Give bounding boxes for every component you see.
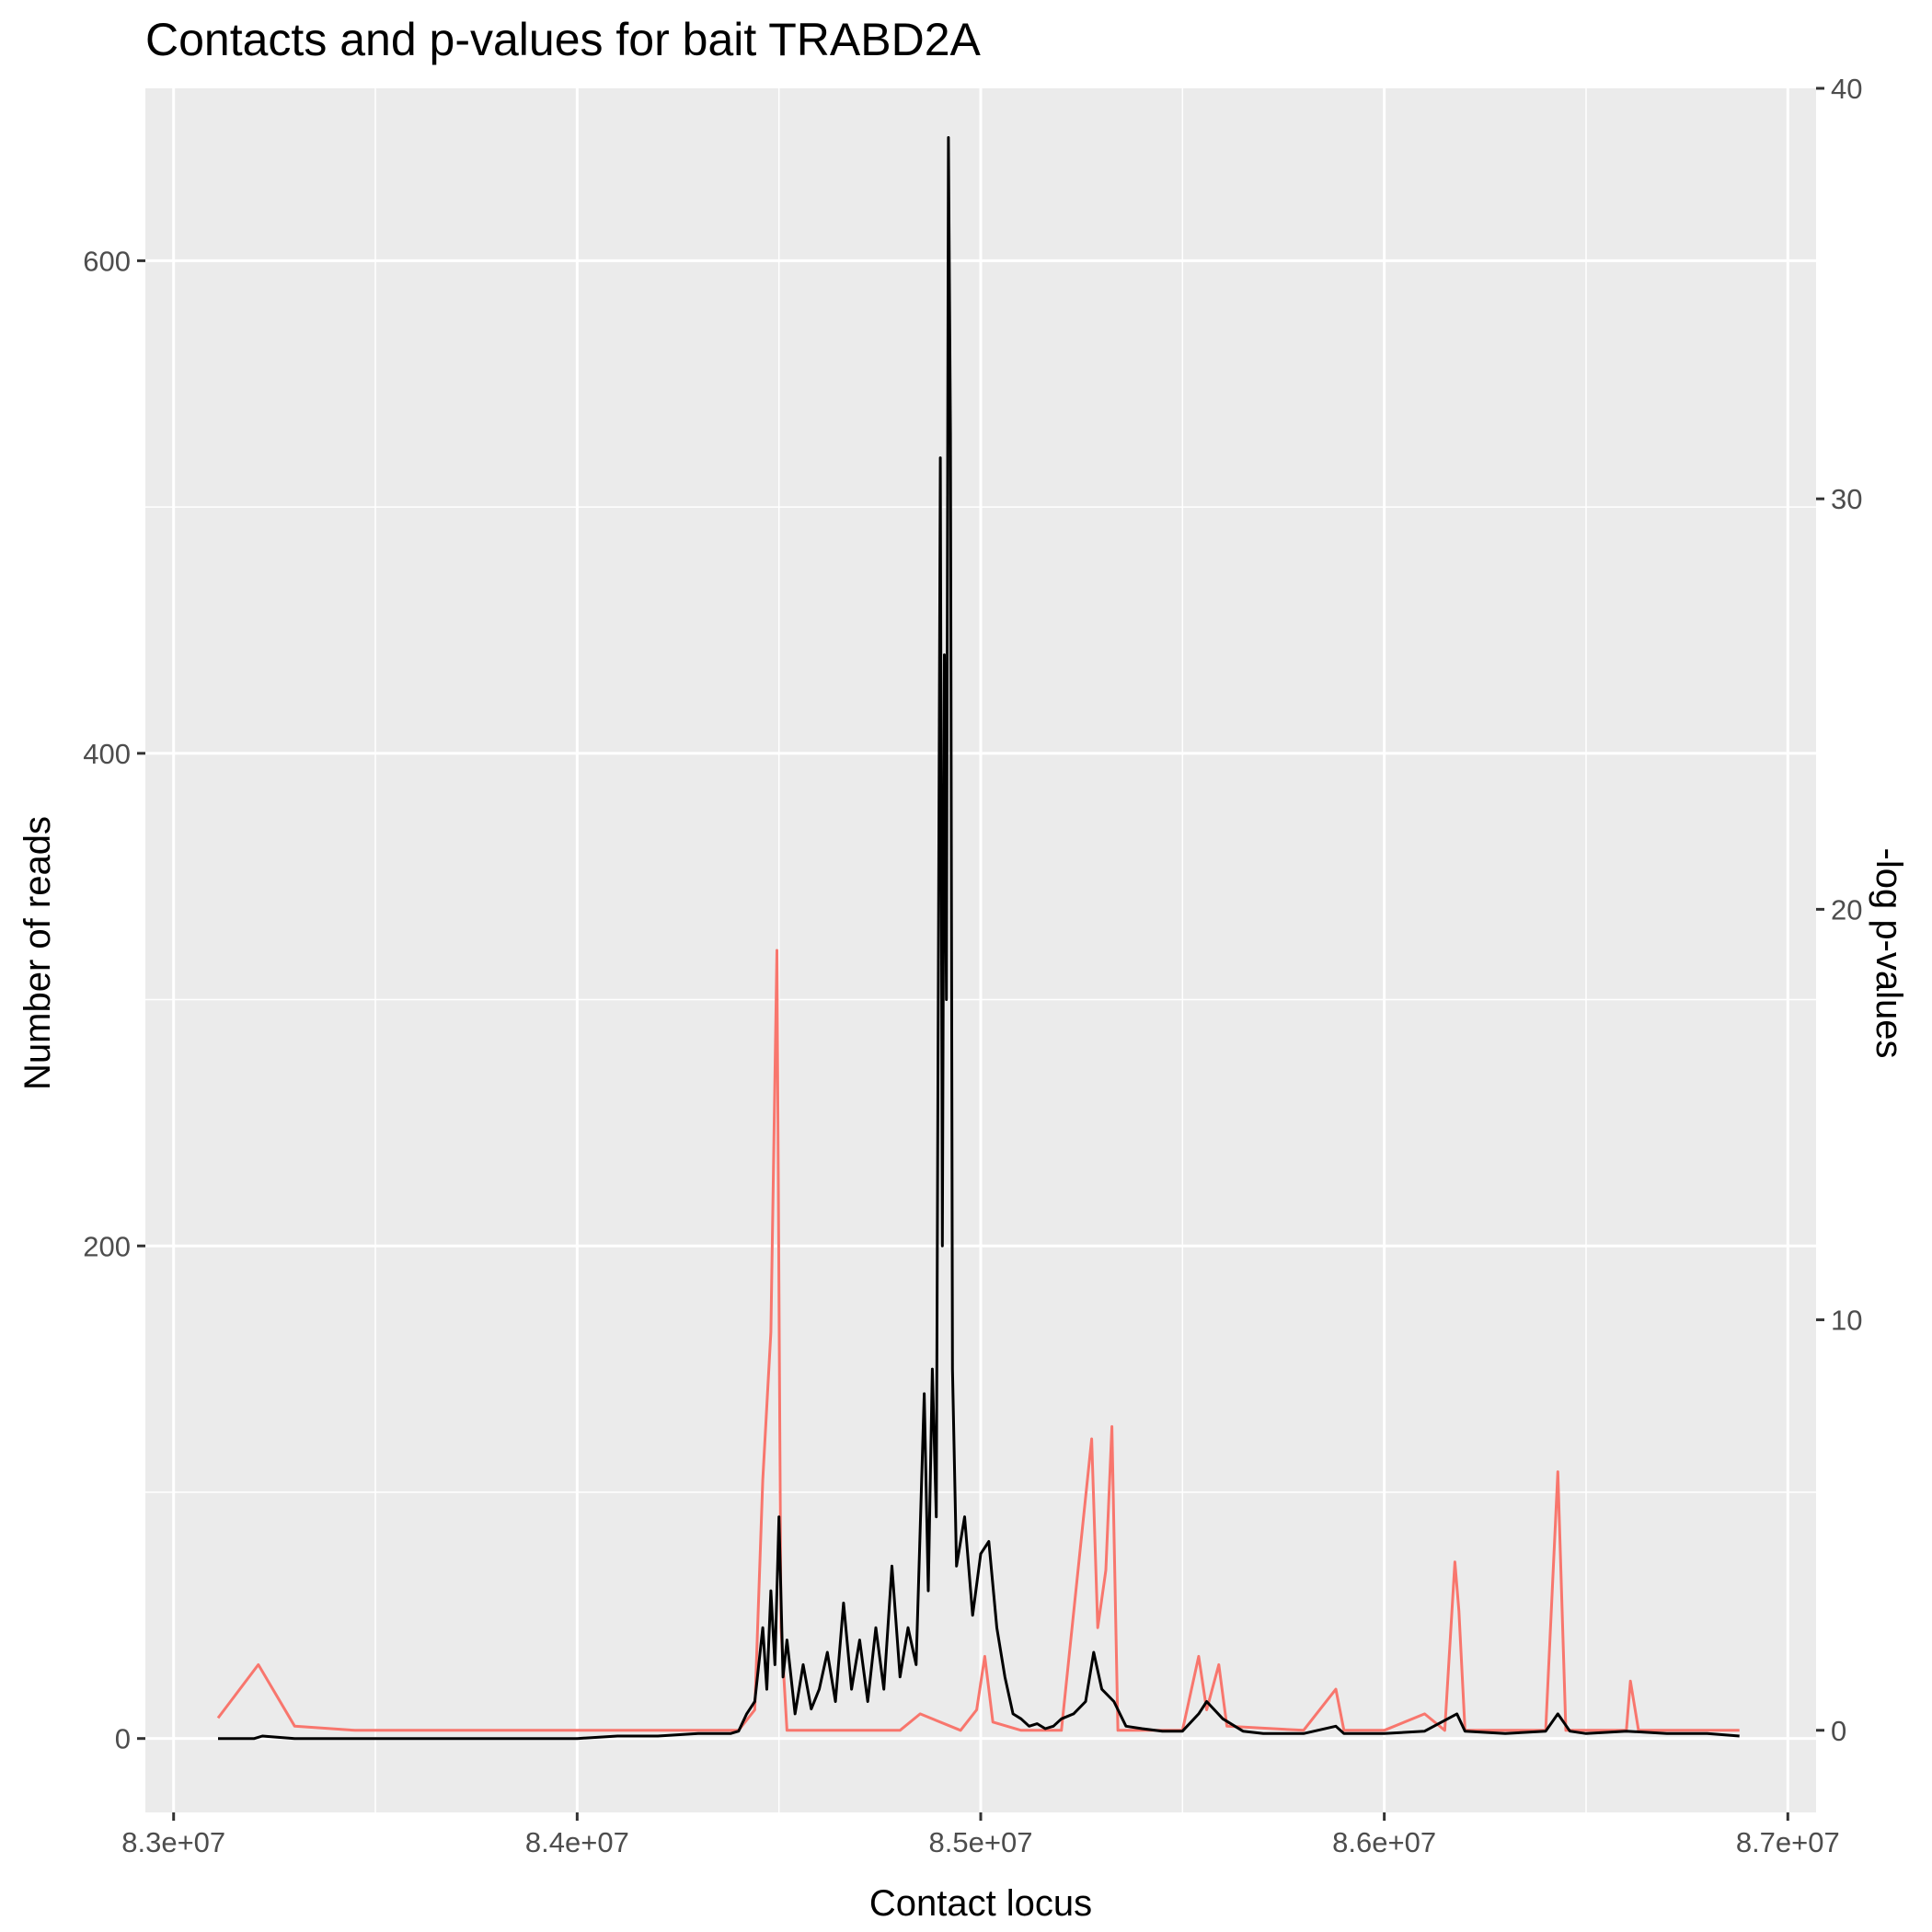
pvalue-line: [216, 949, 1740, 1732]
chart-title: Contacts and p-values for bait TRABD2A: [145, 14, 982, 65]
series-layer: [216, 136, 1740, 1741]
x-tick-label: 8.7e+07: [1736, 1826, 1840, 1858]
y-tick-label: 400: [83, 738, 131, 770]
y2-tick-label: 40: [1831, 73, 1862, 105]
y2-tick-label: 20: [1831, 893, 1862, 926]
x-axis-title: Contact locus: [869, 1883, 1092, 1924]
y2-axis-title: -log p-values: [1869, 847, 1909, 1058]
y-tick-label: 200: [83, 1230, 131, 1262]
x-tick-label: 8.3e+07: [121, 1826, 225, 1858]
x-tick-label: 8.6e+07: [1332, 1826, 1436, 1858]
y2-tick-label: 30: [1831, 483, 1862, 515]
x-tick-label: 8.5e+07: [929, 1826, 1033, 1858]
axis-layer: 8.3e+07 8.4e+07 8.5e+07 8.6e+07 8.7e+0702004…: [83, 73, 1862, 1858]
reads-line: [218, 136, 1740, 1741]
grid-layer: [145, 88, 1816, 1812]
y-tick-label: 600: [83, 245, 131, 277]
y2-tick-label: 0: [1831, 1715, 1846, 1747]
y2-tick-label: 10: [1831, 1305, 1862, 1337]
y-axis-title: Number of reads: [17, 816, 58, 1090]
x-tick-label: 8.4e+07: [525, 1826, 629, 1858]
y-tick-label: 0: [115, 1723, 131, 1755]
